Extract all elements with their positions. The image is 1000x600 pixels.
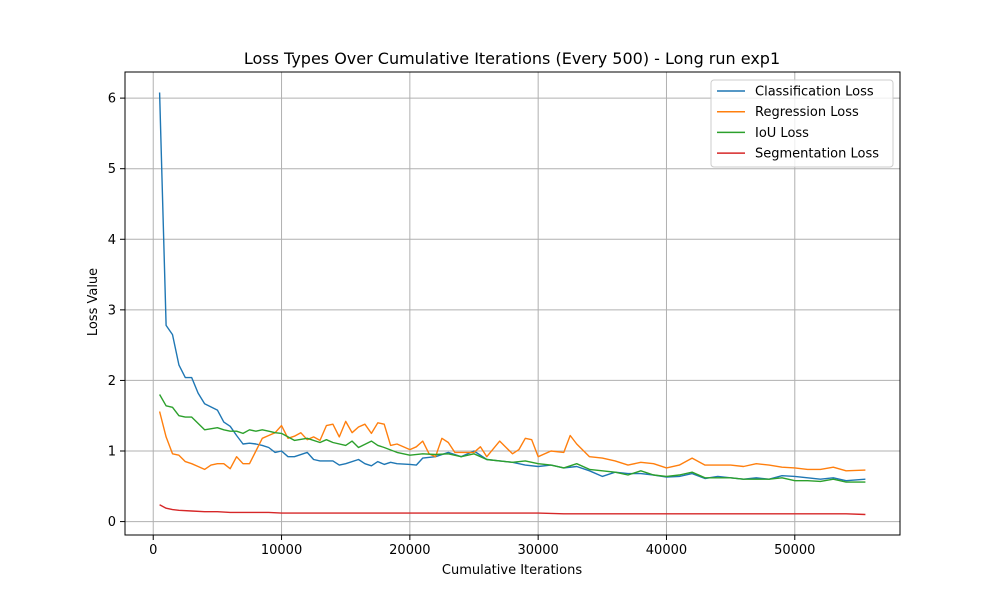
y-tick-label: 2 [108, 374, 116, 389]
chart-title: Loss Types Over Cumulative Iterations (E… [244, 49, 780, 68]
legend-label: Classification Loss [755, 85, 874, 100]
x-axis-label: Cumulative Iterations [442, 563, 582, 578]
x-tick-label: 40000 [646, 543, 687, 558]
y-axis-label: Loss Value [86, 268, 101, 336]
legend-label: Regression Loss [755, 105, 859, 120]
y-tick-label: 6 [108, 92, 116, 107]
series-group [158, 92, 866, 516]
y-tick-label: 0 [108, 515, 116, 530]
grid [125, 72, 900, 535]
y-tick-label: 4 [108, 233, 116, 248]
x-axis-ticks: 0 10000 20000 30000 40000 50000 [149, 535, 815, 558]
plot-frame [124, 71, 901, 536]
x-tick-label: 50000 [774, 543, 815, 558]
legend: Classification Loss Regression Loss IoU Lo… [710, 79, 894, 168]
x-tick-label: 10000 [261, 543, 302, 558]
series-line-iou-loss [158, 394, 866, 483]
x-tick-label: 0 [149, 543, 157, 558]
legend-box [710, 79, 894, 168]
y-axis-ticks: 0 1 2 3 4 5 6 [108, 92, 125, 530]
x-tick-label: 20000 [389, 543, 430, 558]
y-tick-label: 3 [108, 303, 116, 318]
y-tick-label: 1 [108, 445, 116, 460]
legend-label: Segmentation Loss [755, 147, 879, 162]
series-line-segmentation-loss [159, 504, 866, 516]
legend-label: IoU Loss [755, 126, 809, 141]
y-tick-label: 5 [108, 162, 116, 177]
x-tick-label: 30000 [517, 543, 558, 558]
